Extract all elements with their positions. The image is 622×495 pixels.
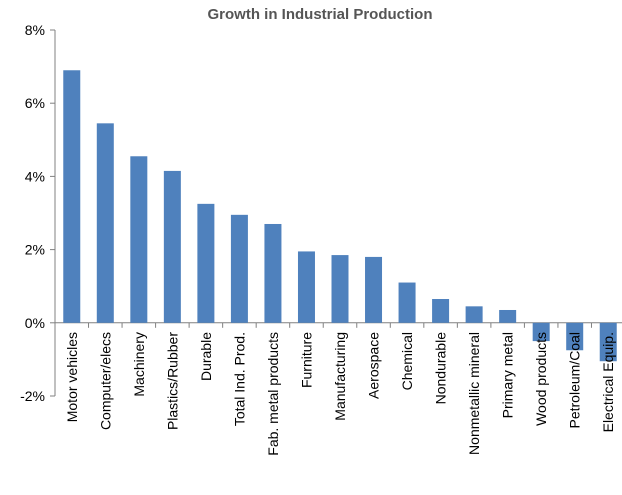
bar bbox=[465, 306, 483, 323]
axis-layer: -2% 0% 2% 4% 6% 8% bbox=[20, 22, 622, 404]
y-tick-label: 6% bbox=[25, 95, 45, 111]
category-label: Chemical bbox=[399, 332, 415, 390]
category-label: Plastics/Rubber bbox=[164, 332, 180, 430]
chart-title: Growth in Industrial Production bbox=[207, 6, 433, 23]
category-label: Aerospace bbox=[366, 332, 382, 399]
bar bbox=[532, 322, 550, 342]
bar bbox=[297, 251, 315, 323]
bar bbox=[197, 203, 215, 323]
category-label: Motor vehicles bbox=[64, 332, 80, 422]
bar bbox=[499, 309, 517, 323]
y-tick-label: 4% bbox=[25, 168, 45, 184]
y-tick-label: 0% bbox=[25, 315, 45, 331]
bar bbox=[331, 255, 349, 323]
category-label: Durable bbox=[198, 332, 214, 381]
bar bbox=[96, 123, 114, 323]
bar bbox=[432, 299, 450, 323]
bar bbox=[566, 322, 584, 351]
category-label: Computer/elecs bbox=[97, 332, 113, 430]
category-label: Primary metal bbox=[500, 332, 516, 418]
y-tick-label: 2% bbox=[25, 242, 45, 258]
category-labels: Motor vehicles Computer/elecs Machinery Pla… bbox=[64, 332, 616, 456]
category-label: Machinery bbox=[131, 332, 147, 397]
category-label: Manufacturing bbox=[332, 332, 348, 421]
category-label: Total Ind. Prod. bbox=[231, 332, 247, 426]
bars-layer bbox=[63, 70, 617, 362]
bar bbox=[63, 70, 81, 323]
category-label: Furniture bbox=[298, 332, 314, 388]
bar bbox=[230, 214, 248, 323]
category-label: Nondurable bbox=[433, 332, 449, 405]
y-tick-label: -2% bbox=[20, 388, 45, 404]
bar bbox=[163, 170, 181, 323]
category-label: Electrical Equip. bbox=[600, 332, 616, 432]
category-label: Nonmetallic mineral bbox=[466, 332, 482, 455]
category-label: Wood products bbox=[533, 332, 549, 426]
bar bbox=[130, 156, 148, 323]
y-tick-label: 8% bbox=[25, 22, 45, 38]
bar bbox=[365, 256, 383, 323]
category-label: Petroleum/Coal bbox=[567, 332, 583, 429]
bar bbox=[398, 282, 416, 323]
bar bbox=[599, 322, 617, 362]
category-label: Fab. metal products bbox=[265, 332, 281, 456]
bar bbox=[264, 223, 282, 323]
